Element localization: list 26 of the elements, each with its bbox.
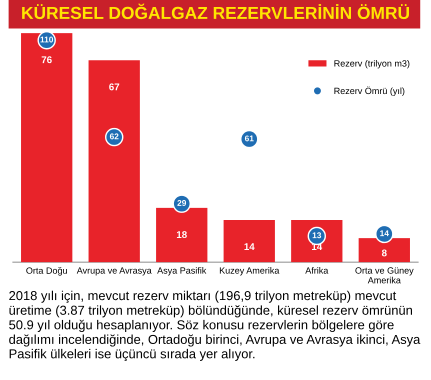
data-label: 62 — [110, 133, 119, 140]
data-label: 13 — [312, 232, 322, 238]
data-label: 76 — [42, 56, 52, 64]
x-tick-label: Orta Doğu — [26, 267, 67, 276]
data-label: 14 — [244, 243, 255, 250]
data-label: 67 — [109, 83, 120, 90]
x-tick-label: Afrika — [305, 267, 328, 274]
bar — [21, 33, 72, 262]
bar — [224, 220, 275, 262]
bar — [88, 60, 140, 262]
data-label: 14 — [380, 230, 389, 236]
text: 2018 yılı için, mevcut rezerv miktarı (196,9 trilyon metreküp) mevcut üretime (3.87 trilyon metreküp) bölündüğünde, küresel rezerv ömrünün 50.9 yıl olduğu hesaplanıyor. Söz konusu rezervlerin bölgelere göre dağılımı incelendiğinde, Ortadoğu birinci, Avrupa ve Avrasya ikinci, Asya Pasifik ülkeleri ise üçüncü sırada yer alıyor. — [9, 290, 420, 361]
data-label: 61 — [244, 135, 254, 142]
data-label: 18 — [176, 231, 187, 238]
bar — [156, 208, 208, 262]
data-label: 29 — [177, 200, 186, 206]
chart-title: KÜRESEL DOĞALGAZ REZERVLERİNİN ÖMRÜ — [22, 4, 409, 20]
x-tick-label: Avrupa ve Avrasya — [76, 267, 152, 276]
data-label: 8 — [382, 249, 387, 256]
legend-label: Rezerv (trilyon m3) — [334, 60, 410, 68]
data-label: 110 — [40, 36, 54, 42]
legend-label: Rezerv Ömrü (yıl) — [334, 86, 404, 96]
x-tick-label: Kuzey Amerika — [220, 267, 280, 276]
bar — [358, 238, 410, 262]
x-tick-label: Asya Pasifik — [157, 267, 206, 276]
x-tick-label: Orta ve Güney Amerika — [355, 267, 414, 284]
